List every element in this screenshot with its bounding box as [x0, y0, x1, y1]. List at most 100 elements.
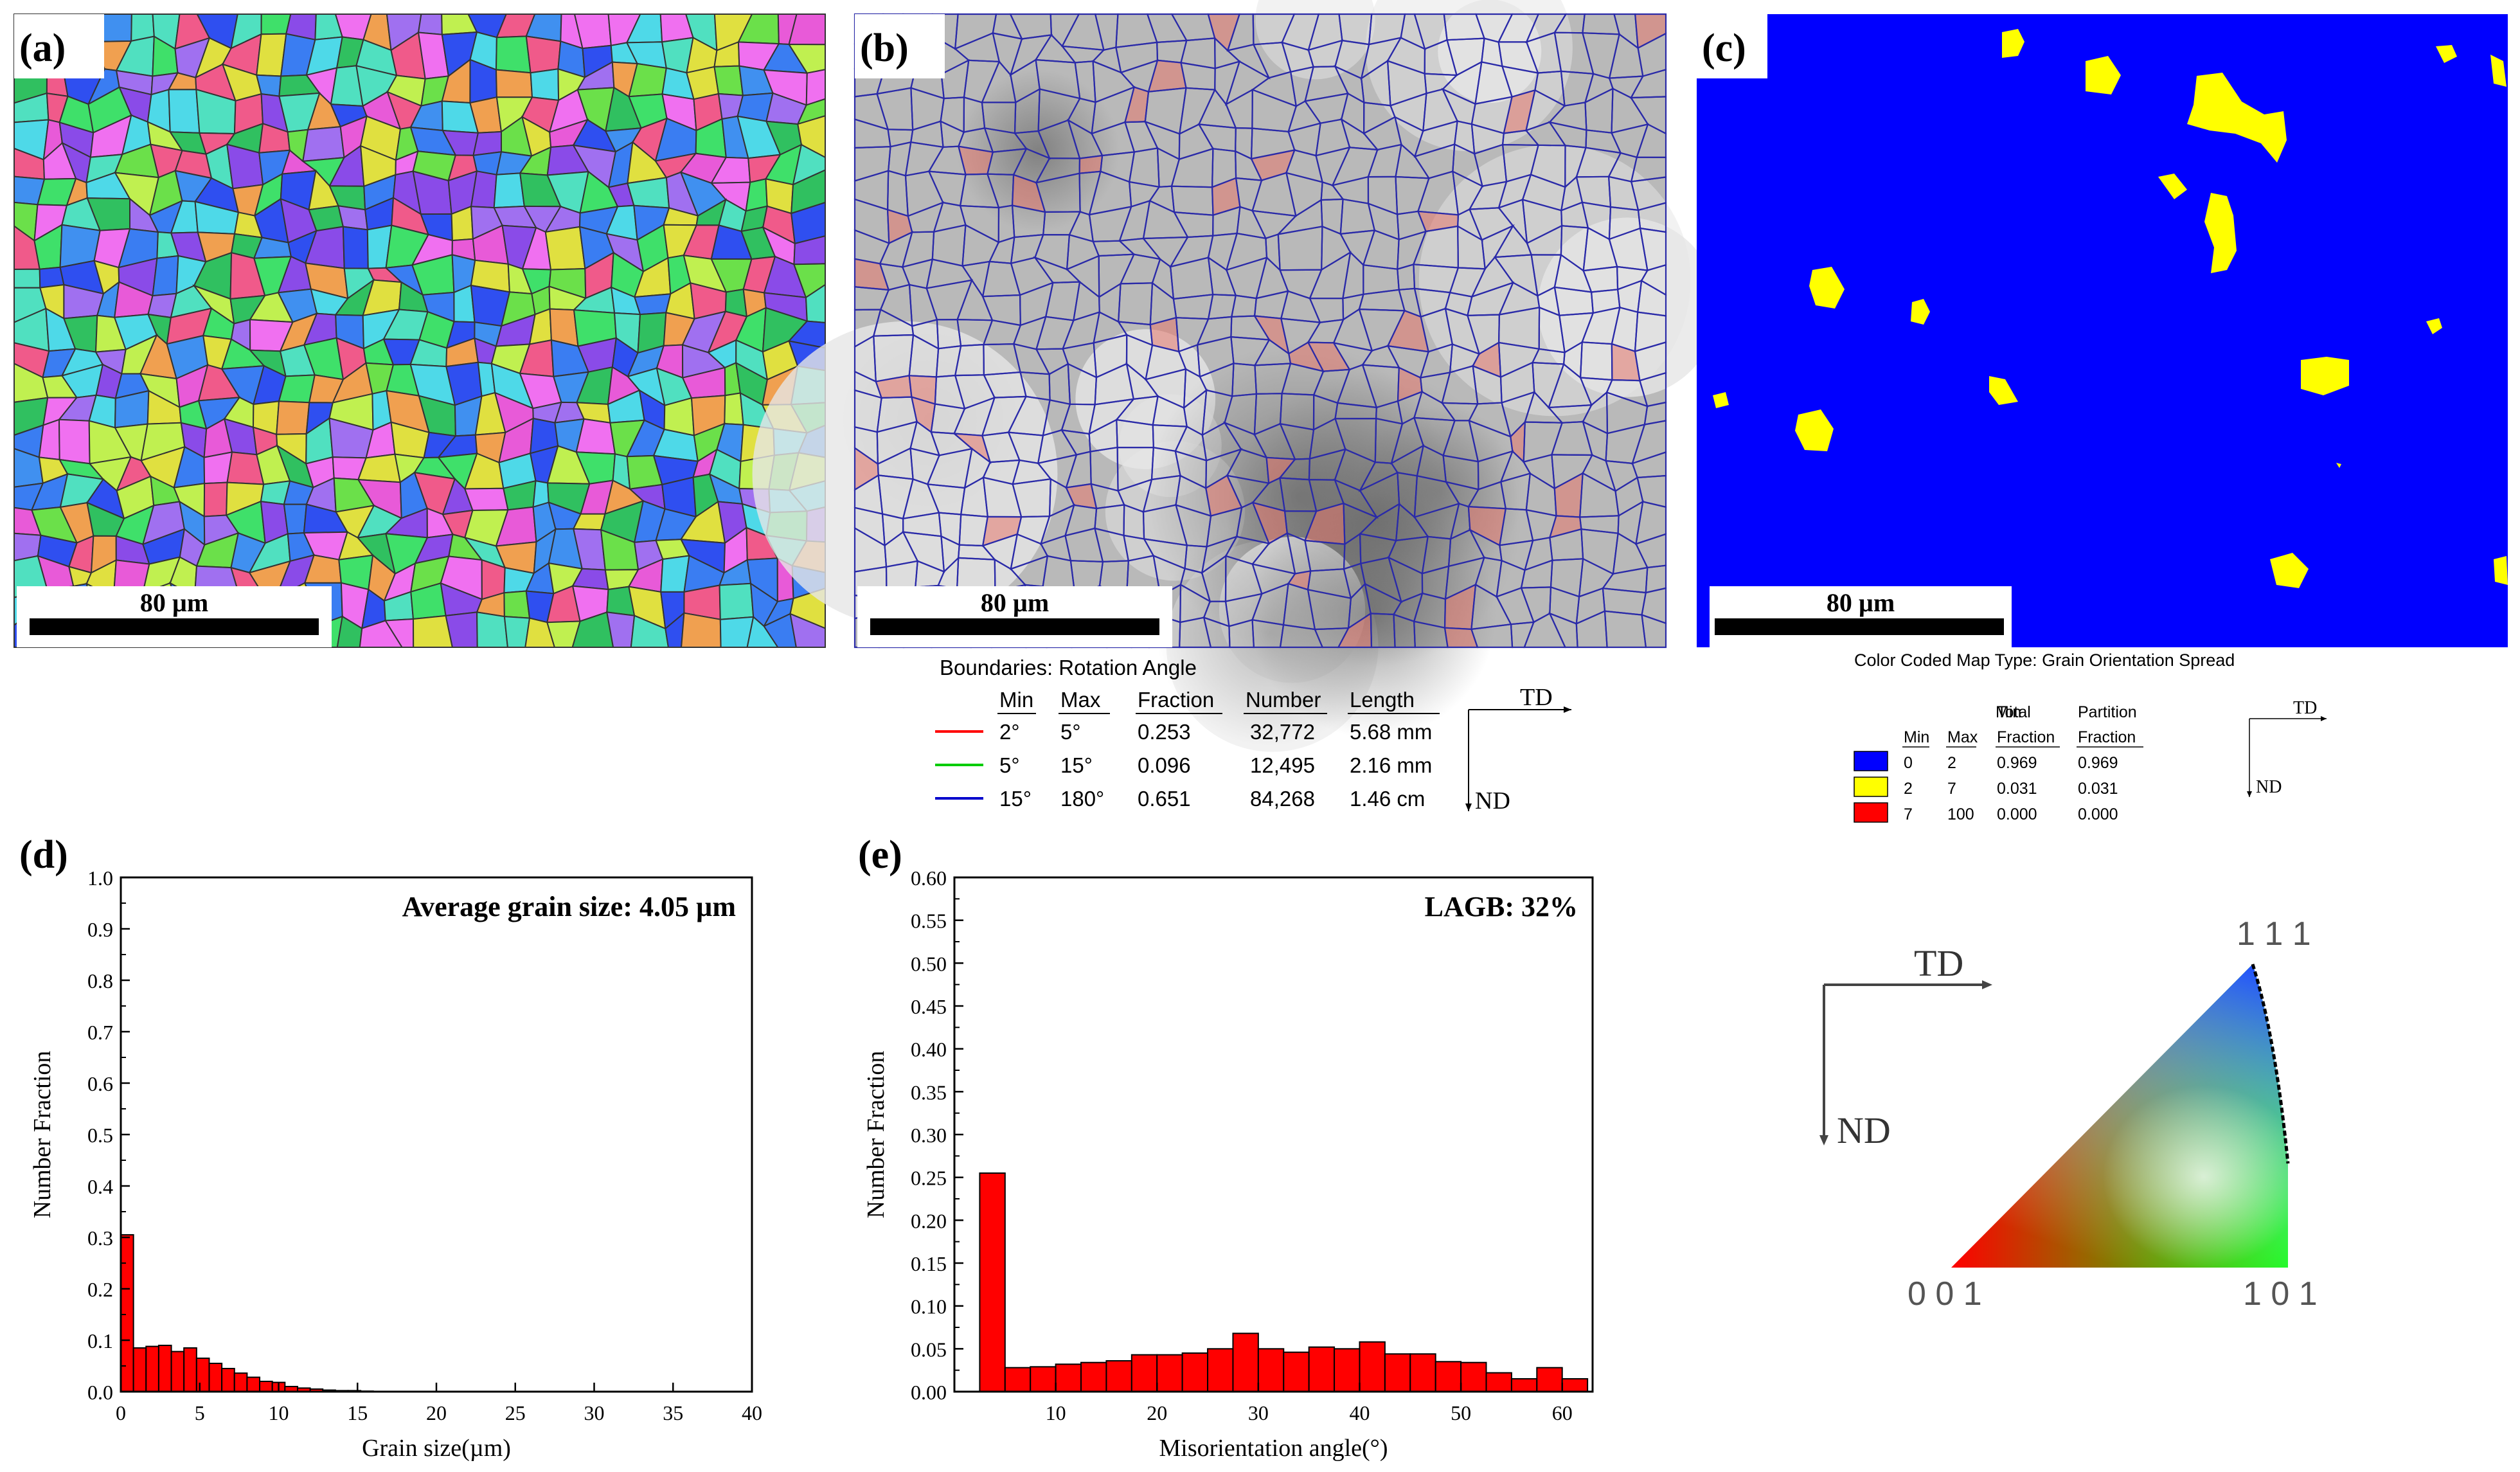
grain [525, 35, 562, 74]
legend-cell-number: 12,495 [1250, 753, 1315, 777]
legend-cell-length: 1.46 cm [1350, 787, 1425, 811]
nd-label: ND [1475, 787, 1510, 814]
grain [713, 65, 744, 96]
bar [979, 1172, 1006, 1392]
bar [1080, 1361, 1107, 1393]
ipf-color-key: TD ND 1 1 1 0 0 1 1 0 1 [1819, 915, 2318, 1313]
header-number: Number [1246, 688, 1321, 712]
grain [1604, 610, 1647, 649]
bar [233, 1372, 248, 1392]
grain [417, 13, 443, 35]
panel-label: (b) [860, 26, 909, 70]
bar [1460, 1361, 1487, 1393]
bar [1485, 1372, 1512, 1393]
legend-cell-fraction: 0.651 [1138, 787, 1191, 811]
bar [183, 1347, 197, 1392]
bar [1334, 1348, 1361, 1392]
grain [681, 612, 722, 648]
y-tick-label: 0.0 [87, 1381, 113, 1404]
td-label: TD [1914, 942, 1963, 984]
bar [170, 1351, 185, 1393]
y-tick-label: 0.9 [87, 918, 113, 941]
bar [1030, 1366, 1057, 1392]
legend-swatch [1854, 751, 1888, 771]
bar [1004, 1367, 1032, 1393]
bar [195, 1358, 210, 1392]
legend-cell-max: 100 [1947, 805, 1974, 823]
grain [203, 481, 228, 517]
x-tick-label: 15 [347, 1401, 368, 1424]
grain [530, 68, 560, 102]
header-max: Max [1060, 688, 1101, 712]
x-tick-label: 40 [742, 1401, 762, 1424]
legend-cell-partition: 0.031 [2078, 780, 2118, 798]
legend-cell-total: 0.969 [1997, 754, 2037, 772]
panel-label: (c) [1702, 26, 1746, 70]
x-tick-label: 30 [1248, 1401, 1269, 1424]
x-tick-label: 10 [1046, 1401, 1066, 1424]
x-tick-label: 60 [1552, 1401, 1573, 1424]
grain [276, 400, 310, 435]
bar [1536, 1367, 1563, 1393]
legend-cell-max: 2 [1947, 754, 1956, 772]
grain [1531, 348, 1566, 365]
bar [1359, 1341, 1386, 1393]
scalebar [870, 618, 1159, 635]
panel-d: (d) 0.0 0.1 0.2 0.3 0.4 0.5 0.6 0.7 0.8 0.9 1.0 0 5 1… [19, 833, 762, 1462]
bar [1156, 1354, 1183, 1393]
boundary-map-shading [752, 0, 1717, 752]
bar [1434, 1361, 1462, 1392]
grain [503, 590, 531, 619]
bar [120, 1234, 134, 1392]
grain [873, 334, 915, 382]
scalebar-box [857, 586, 1172, 647]
scalebar [1715, 618, 2004, 635]
grain [1370, 613, 1396, 649]
grain [1304, 539, 1346, 572]
grain [495, 69, 533, 98]
x-axis-label: Grain size(µm) [362, 1435, 511, 1462]
grain [152, 255, 179, 297]
bar [1181, 1352, 1209, 1392]
grain [1553, 286, 1594, 316]
panel-e: (e) 0.00 0.05 0.10 0.15 0.20 0.25 0.30 0.35 0.40… [858, 833, 1594, 1462]
y-tick-label: 0.8 [87, 969, 113, 992]
grain [13, 268, 41, 289]
bar [145, 1345, 159, 1393]
y-tick-label: 0.55 [911, 910, 947, 933]
corner-101: 1 0 1 [2243, 1275, 2318, 1313]
x-tick-label: 20 [426, 1401, 447, 1424]
grain [1277, 225, 1323, 271]
legend-cell-max: 180° [1060, 787, 1104, 811]
legend-title: Color Coded Map Type: Grain Orientation … [1854, 651, 2235, 670]
header-total: Total [1997, 703, 2031, 721]
td-label: TD [1520, 684, 1553, 711]
scalebar-box [1710, 586, 2012, 647]
y-tick-label: 0.40 [911, 1038, 947, 1061]
y-tick-label: 0.50 [911, 952, 947, 975]
bar [1232, 1333, 1259, 1392]
bar [208, 1363, 223, 1392]
grain [1579, 341, 1613, 381]
legend-swatch [1854, 776, 1888, 797]
bar [1130, 1354, 1158, 1393]
y-axis-label: Number Fraction [29, 1051, 56, 1219]
y-tick-label: 0.6 [87, 1072, 113, 1095]
grain [463, 487, 509, 512]
chart-misorientation: 0.00 0.05 0.10 0.15 0.20 0.25 0.30 0.35 0.40 0.45… [862, 866, 1594, 1462]
grain [302, 126, 345, 163]
grain [495, 35, 532, 74]
legend-cell-min: 2° [999, 720, 1020, 744]
y-tick-label: 0.2 [87, 1278, 113, 1301]
gos-high-spread-grains [1713, 29, 2508, 588]
y-tick-label: 0.35 [911, 1081, 947, 1104]
grain [1078, 154, 1104, 174]
plot-frame [953, 876, 1594, 1393]
grain [789, 613, 826, 648]
x-tick-label: 0 [116, 1401, 126, 1424]
bar [132, 1347, 147, 1392]
bar [1207, 1348, 1234, 1392]
bar [246, 1376, 261, 1393]
boundary-map-grains [853, 13, 1667, 649]
